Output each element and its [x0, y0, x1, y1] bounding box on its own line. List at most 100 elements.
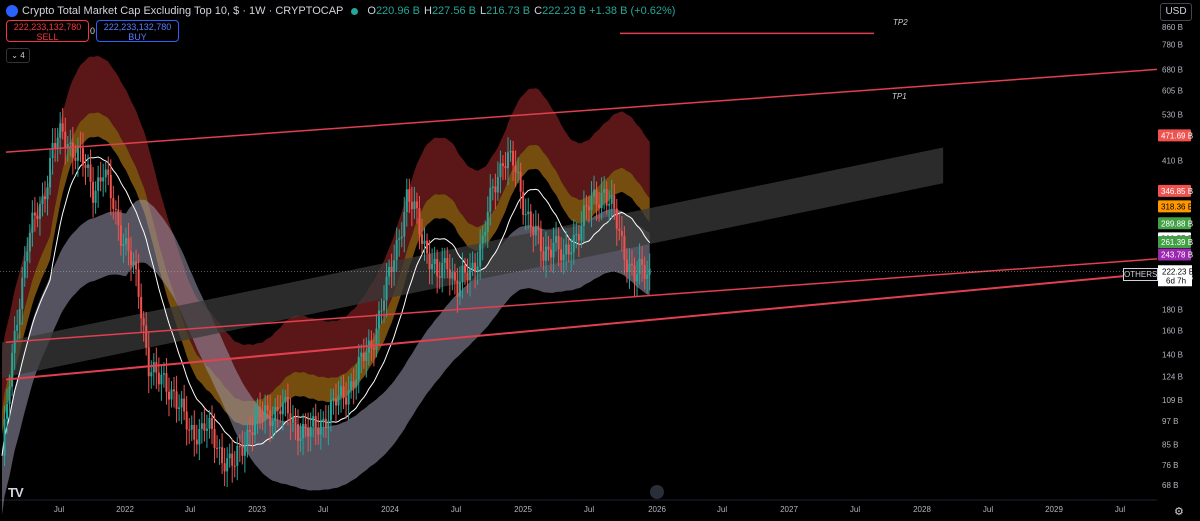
candle-body	[261, 416, 264, 418]
candle-body	[44, 196, 47, 200]
candle-body	[16, 324, 19, 331]
candle-body	[254, 417, 256, 436]
candle-body	[625, 259, 628, 272]
candle-body	[137, 269, 140, 297]
settings-gear-icon[interactable]: ⚙	[1174, 506, 1184, 518]
candle-body	[360, 352, 363, 357]
candle-body	[173, 389, 176, 392]
candle-body	[281, 402, 284, 415]
candle-body	[51, 142, 54, 159]
candle-body	[352, 381, 355, 388]
x-tick-label: Jul	[584, 505, 594, 514]
candle-body	[436, 258, 439, 277]
candle-body	[162, 373, 165, 375]
candle-body	[87, 164, 90, 168]
candle-body	[550, 249, 553, 258]
candle-body	[256, 406, 259, 418]
candle-body	[241, 446, 244, 456]
candle-body	[529, 211, 532, 227]
candle-body	[135, 261, 138, 270]
candle-body	[64, 131, 67, 149]
ohlc-label: H	[423, 5, 432, 17]
candle-body	[119, 225, 122, 247]
candle-body	[160, 374, 163, 385]
candle-body	[236, 446, 239, 466]
y-tick-label: 780 B	[1162, 41, 1183, 50]
price-label-text: 346.85 B	[1161, 187, 1193, 196]
x-tick-label: 2022	[116, 505, 134, 514]
candle-body	[324, 418, 327, 429]
candle-body	[562, 254, 565, 261]
candle-body	[89, 164, 92, 182]
candle-body	[570, 252, 573, 255]
candle-body	[228, 453, 231, 459]
candle-body	[259, 406, 262, 417]
indicators-toggle[interactable]: ⌄ 4	[6, 48, 30, 63]
x-tick-label: 2027	[780, 505, 798, 514]
chart-title[interactable]: Crypto Total Market Cap Excluding Top 10…	[22, 5, 344, 17]
candle-body	[31, 212, 34, 233]
ohlc-value: +1.38 B (+0.62%)	[589, 5, 676, 17]
candle-body	[46, 187, 49, 200]
candle-body	[456, 280, 459, 297]
candle-body	[213, 429, 216, 448]
y-tick-label: 160 B	[1162, 327, 1183, 336]
candle-body	[276, 406, 279, 411]
candle-body	[638, 258, 641, 275]
candle-body	[28, 232, 31, 252]
candle-body	[114, 208, 117, 210]
candle-body	[393, 260, 396, 272]
candle-body	[97, 177, 100, 191]
candle-body	[481, 235, 484, 244]
last-price-countdown: 6d 7h	[1166, 276, 1186, 285]
candle-body	[582, 205, 585, 226]
candle-body	[443, 258, 446, 263]
candle-body	[142, 318, 145, 326]
last-price-badge	[1158, 265, 1192, 287]
candle-body	[312, 416, 315, 427]
candle-body	[18, 308, 21, 325]
candle-body	[451, 272, 454, 279]
candle-body	[271, 420, 274, 426]
candle-body	[355, 379, 358, 388]
upper-channel-line	[5, 68, 1158, 153]
candle-body	[552, 242, 555, 258]
buy-button[interactable]: 222,233,132,780 BUY	[96, 20, 179, 42]
indicators-count: 4	[20, 51, 25, 60]
candle-body	[243, 445, 246, 456]
candle-body	[593, 189, 596, 197]
event-flag-icon[interactable]	[650, 485, 664, 499]
buy-label: BUY	[128, 32, 147, 42]
x-tick-label: 2028	[913, 505, 931, 514]
symbol-logo-icon	[6, 5, 18, 17]
currency-select[interactable]: USD	[1160, 3, 1192, 21]
candle-body	[608, 203, 611, 206]
candle-body	[140, 296, 143, 319]
candle-body	[109, 174, 112, 199]
ohlc-label: C	[534, 5, 543, 17]
candle-body	[385, 276, 388, 301]
candle-body	[575, 234, 578, 236]
candle-body	[238, 446, 241, 448]
candle-body	[648, 268, 651, 275]
candle-body	[628, 263, 631, 272]
tradingview-logo-icon[interactable]: TV	[8, 485, 24, 500]
candle-body	[205, 428, 208, 431]
candle-body	[84, 165, 87, 168]
candle-body	[279, 410, 282, 415]
ohlc-value: 222.23 B	[542, 5, 587, 17]
candle-body	[390, 266, 393, 272]
candle-body	[145, 325, 148, 348]
candle-body	[188, 429, 191, 431]
candle-body	[33, 212, 36, 216]
candle-body	[218, 447, 221, 449]
sell-button[interactable]: 222,233,132,780 SELL	[6, 20, 89, 42]
price-label-text: 318.36 B	[1161, 202, 1193, 211]
candle-body	[309, 426, 312, 437]
candle-body	[499, 163, 502, 178]
candle-body	[92, 181, 95, 203]
candle-body	[636, 274, 639, 282]
y-tick-label: 605 B	[1162, 86, 1183, 95]
candle-body	[332, 398, 335, 401]
